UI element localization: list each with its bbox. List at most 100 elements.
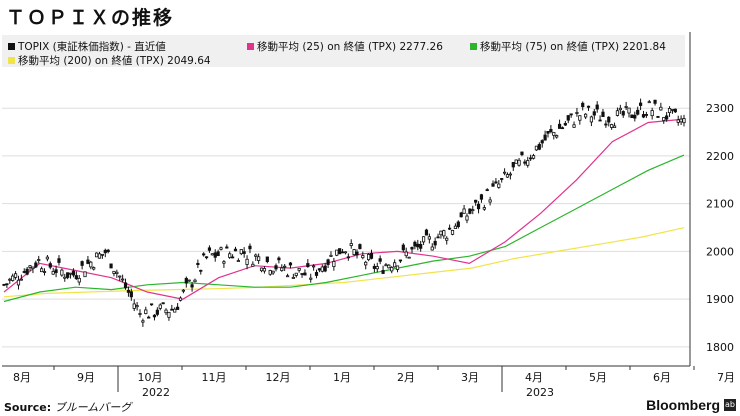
candle-body: [557, 123, 562, 129]
x-tick-label-11: 6月: [653, 371, 671, 384]
candle-body: [216, 251, 220, 257]
legend-ma25-label: 移動平均 (25) on 終値 (TPX) 2277.26: [257, 41, 443, 53]
candle-body: [453, 225, 458, 229]
candle-body: [204, 256, 209, 259]
candle-body: [366, 254, 371, 261]
candle-body: [5, 283, 9, 286]
candle-body: [410, 247, 414, 250]
candle-body: [502, 171, 507, 174]
candle-body: [19, 278, 23, 281]
candle-body: [193, 279, 197, 283]
legend-ma75-label: 移動平均 (75) on 終値 (TPX) 2201.84: [480, 41, 666, 53]
x-tick-label-5: 12月: [266, 371, 291, 384]
candle-body: [277, 257, 281, 261]
candle-body: [123, 282, 128, 289]
candle-body: [94, 252, 99, 258]
y-tick-label-2200: 2200: [706, 150, 734, 163]
candle-body: [262, 268, 267, 272]
x-tick-label-1: 8月: [13, 371, 31, 384]
candle-body: [77, 277, 81, 283]
candle-body: [465, 215, 469, 221]
candle-body: [471, 209, 475, 212]
candle-body: [372, 265, 376, 269]
candle-body: [178, 297, 183, 301]
candle-body: [2, 283, 6, 286]
candle-body: [303, 272, 307, 276]
candle-body: [439, 230, 443, 236]
candle-body: [31, 266, 35, 270]
candle-body: [54, 269, 58, 273]
candle-body: [294, 272, 298, 276]
candle-body: [48, 263, 52, 268]
candle-body: [144, 309, 148, 314]
candle-body: [555, 135, 559, 138]
candle-body: [245, 258, 249, 265]
candle-body: [22, 271, 26, 273]
candle-body: [190, 284, 194, 288]
candle-body: [569, 113, 573, 116]
candle-body: [610, 124, 614, 128]
candle-body: [332, 261, 336, 267]
candle-body: [656, 116, 660, 118]
candle-body: [662, 117, 666, 121]
candle-body: [638, 102, 643, 106]
candle-body: [659, 106, 663, 111]
candle-body: [213, 252, 217, 258]
candle-body: [196, 262, 200, 266]
candle-body: [676, 119, 680, 123]
candle-body: [667, 108, 672, 114]
candle-body: [121, 278, 125, 281]
legend-topix-label: TOPIX (東証株価指数) - 直近値: [18, 41, 166, 53]
legend-ma75: 移動平均 (75) on 終値 (TPX) 2201.84: [470, 39, 666, 54]
candle-body: [259, 267, 264, 272]
y-tick-label-2300: 2300: [706, 102, 734, 115]
candle-body: [474, 199, 478, 203]
candle-body: [288, 262, 293, 266]
candle-body: [601, 111, 605, 118]
candle-body: [207, 247, 212, 251]
candle-body: [592, 111, 596, 116]
candle-body: [236, 260, 240, 262]
candle-body: [384, 264, 388, 267]
legend-ma25: 移動平均 (25) on 終値 (TPX) 2277.26: [247, 39, 443, 54]
x-tick-label-7: 2月: [397, 371, 415, 384]
candle-body: [650, 110, 654, 117]
candle-body: [500, 178, 504, 180]
candle-body: [630, 114, 634, 119]
candle-body: [63, 276, 67, 279]
candle-body: [517, 159, 521, 166]
candle-body: [485, 189, 489, 192]
candle-body: [450, 229, 455, 235]
candle-body: [74, 275, 78, 280]
candle-body: [106, 249, 110, 253]
x-tick-label-12: 7月: [717, 371, 735, 384]
candle-body: [560, 127, 565, 130]
candle-body: [28, 265, 32, 268]
x-tick-label-6: 1月: [333, 371, 351, 384]
candle-body: [60, 269, 64, 276]
candle-body: [338, 248, 342, 255]
candle-body: [358, 244, 362, 250]
candle-body: [89, 261, 93, 268]
candle-body: [68, 272, 73, 275]
candle-body: [540, 140, 544, 144]
candle-body: [323, 265, 327, 272]
candle-body: [251, 263, 255, 267]
candle-body: [442, 230, 446, 237]
candle-body: [398, 259, 403, 262]
candle-body: [552, 132, 556, 136]
candle-body: [37, 259, 41, 261]
candle-body: [297, 267, 301, 271]
candle-body: [97, 253, 102, 259]
candle-body: [42, 271, 47, 273]
candle-body: [476, 203, 481, 210]
x-tick-label-8: 3月: [461, 371, 479, 384]
candle-body: [511, 162, 515, 168]
candle-body: [419, 243, 423, 249]
candle-body: [445, 237, 449, 241]
candle-body: [329, 254, 333, 257]
candle-body: [584, 113, 588, 118]
candle-body: [155, 309, 159, 315]
candle-body: [633, 114, 637, 119]
